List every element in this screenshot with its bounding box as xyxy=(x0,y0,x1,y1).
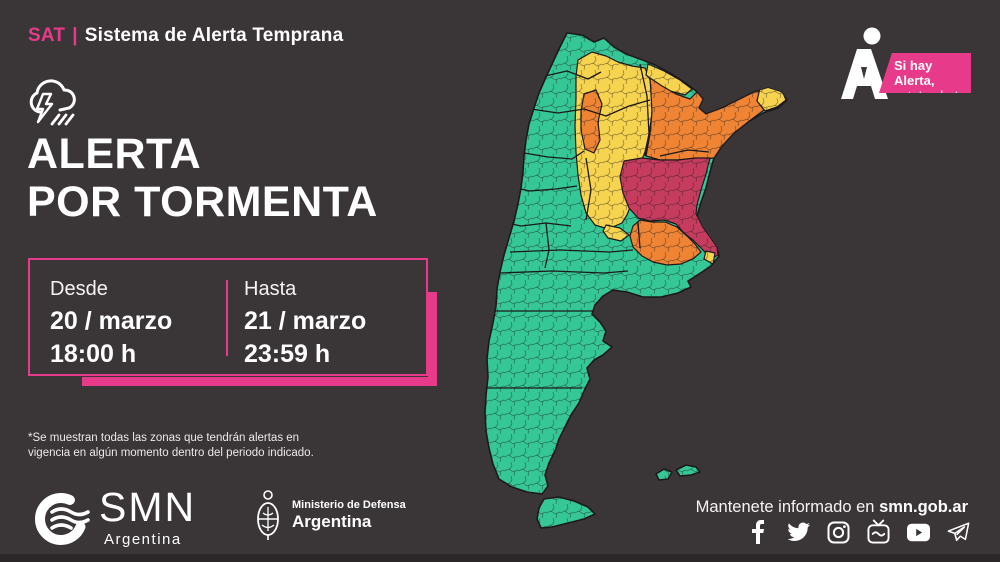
header-brand: SAT | Sistema de Alerta Temprana xyxy=(28,25,343,47)
period-from-time: 18:00 h xyxy=(50,340,137,368)
storm-cloud-icon xyxy=(29,79,76,126)
period-box-accent-bottom xyxy=(82,377,437,386)
instagram-icon[interactable] xyxy=(827,519,850,545)
alert-badge-line1: Si hay Alerta, xyxy=(894,58,935,88)
ministry-emblem-icon xyxy=(257,490,279,540)
map-department-texture xyxy=(485,33,787,528)
period-box-accent-right xyxy=(428,292,437,386)
facebook-icon[interactable] xyxy=(747,519,770,545)
alert-title: ALERTA POR TORMENTA xyxy=(27,130,378,226)
alert-badge: Si hay Alerta, estate alerta xyxy=(879,53,971,93)
ministry-country: Argentina xyxy=(292,512,372,531)
footer-info-prefix: Mantenete informado en xyxy=(695,498,880,516)
social-icons-row xyxy=(747,519,970,545)
header-separator: | xyxy=(72,25,78,46)
footer-info-domain[interactable]: smn.gob.ar xyxy=(879,498,968,516)
smn-logo-text: SMN xyxy=(99,484,197,530)
period-box: Desde 20 / marzo 18:00 h Hasta 21 / marz… xyxy=(28,258,428,376)
smn-logo-country: Argentina xyxy=(104,531,182,548)
ministry-text: Ministerio de Defensa Argentina xyxy=(292,499,406,531)
alert-badge-line2: estate alerta xyxy=(894,88,966,103)
alert-title-line1: ALERTA xyxy=(27,130,202,178)
alert-person-icon xyxy=(841,27,888,99)
footer-info-line: Mantenete informado en smn.gob.ar xyxy=(696,498,968,517)
period-to-time: 23:59 h xyxy=(244,340,331,368)
youtube-icon[interactable] xyxy=(907,519,930,545)
footnote: *Se muestran todas las zonas que tendrán… xyxy=(28,431,314,461)
telegram-icon[interactable] xyxy=(947,519,970,545)
twitter-icon[interactable] xyxy=(787,519,810,545)
header-sat: SAT xyxy=(28,25,66,46)
period-divider xyxy=(226,280,228,356)
period-to-date: 21 / marzo xyxy=(244,307,367,335)
footnote-line1: *Se muestran todas las zonas que tendrán… xyxy=(28,432,300,444)
bottom-strip xyxy=(0,554,1000,562)
period-from-label: Desde xyxy=(50,278,108,300)
header-brand-name: Sistema de Alerta Temprana xyxy=(84,25,344,46)
ministry-name: Ministerio de Defensa xyxy=(292,499,406,511)
igtv-icon[interactable] xyxy=(867,519,890,545)
smn-logo-icon xyxy=(35,493,90,545)
footnote-line2: vigencia en algún momento dentro del per… xyxy=(28,447,314,459)
period-to-label: Hasta xyxy=(244,278,297,300)
period-from-date: 20 / marzo xyxy=(50,307,173,335)
alert-title-line2: POR TORMENTA xyxy=(27,178,378,226)
